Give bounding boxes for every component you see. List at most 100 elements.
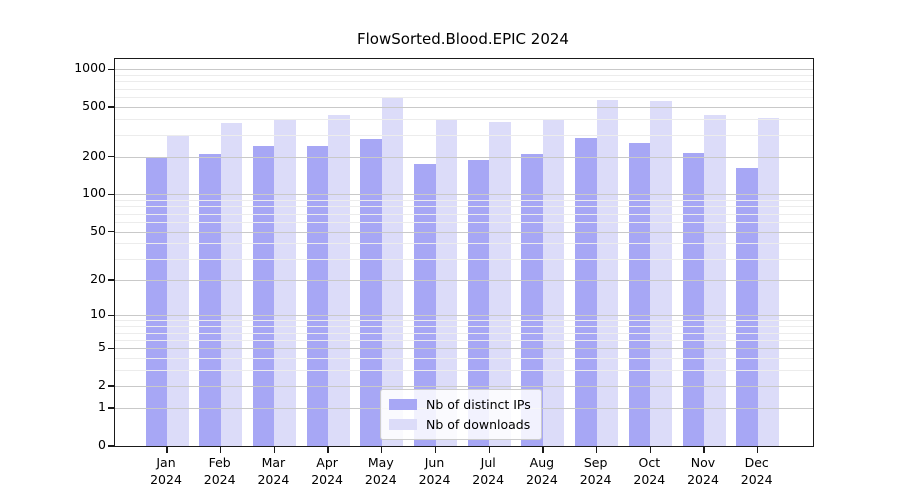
x-tick-year: 2024 [579,472,612,487]
x-tick-label-jan: Jan 2024 [134,454,198,488]
bar-downloads-dec [757,117,780,446]
x-tick-year: 2024 [257,472,290,487]
bar-downloads-jun [435,120,457,446]
gridline-minor [115,88,813,90]
x-tick-label-aug: Aug 2024 [510,454,574,488]
x-tick-month: Dec [744,455,769,470]
gridline-minor [115,81,813,83]
gridline-minor [115,119,813,121]
bar-downloads-oct [650,101,672,446]
y-tick-mark [108,156,114,158]
gridline-minor [115,199,813,201]
legend-label-distinct-ips: Nb of distinct IPs [426,397,531,412]
x-tick-mark [327,447,329,453]
gridline-major [115,279,813,281]
y-tick-mark [108,68,114,70]
y-tick-label: 5 [98,339,106,355]
bar-distinct-ips-mar [252,145,275,446]
x-tick-mark [757,447,759,453]
bar-distinct-ips-jun [414,164,436,446]
x-tick-month: Mar [261,455,286,470]
x-tick-year: 2024 [740,472,773,487]
y-tick-mark [108,314,114,316]
bar-downloads-sep [596,100,619,446]
y-tick-mark [108,279,114,281]
y-tick-label: 500 [82,97,106,113]
legend-label-downloads: Nb of downloads [426,417,531,432]
x-tick-month: Jun [424,455,445,470]
gridline-major [115,231,813,233]
bar-downloads-aug [542,118,565,446]
legend-swatch-distinct-ips-icon [389,399,417,410]
x-tick-mark [166,447,168,453]
gridline-major [115,106,813,108]
y-tick-label: 50 [90,222,106,238]
y-tick-label: 200 [82,147,106,163]
y-tick-mark [108,106,114,108]
y-tick-mark [108,445,114,447]
legend-swatch-downloads-icon [389,419,417,430]
y-tick-label: 100 [82,185,106,201]
gridline-minor [115,97,813,99]
y-tick-label: 2 [98,377,106,393]
x-tick-label-jun: Jun 2024 [403,454,467,488]
x-tick-month: Apr [316,455,338,470]
y-tick-label: 1000 [74,60,106,76]
x-tick-mark [649,447,651,453]
x-tick-year: 2024 [472,472,505,487]
x-tick-label-dec: Dec 2024 [725,454,789,488]
gridline-minor [115,370,813,372]
x-tick-year: 2024 [311,472,343,487]
y-tick-label: 10 [90,306,106,322]
bar-downloads-feb [220,123,243,446]
x-tick-label-feb: Feb 2024 [188,454,252,488]
x-tick-year: 2024 [687,472,719,487]
bar-distinct-ips-sep [575,138,597,446]
gridline-minor [115,74,813,76]
x-tick-year: 2024 [525,472,558,487]
chart-title: FlowSorted.Blood.EPIC 2024 [357,30,569,48]
gridline-major [115,348,813,350]
gridline-major [115,69,813,71]
gridline-minor [115,339,813,341]
x-tick-month: Nov [690,455,716,470]
legend: Nb of distinct IPs Nb of downloads [380,389,542,440]
gridline-minor [115,320,813,322]
y-tick-mark [108,407,114,409]
x-tick-month: May [367,455,394,470]
legend-item-downloads: Nb of downloads [389,417,531,432]
x-tick-mark [542,447,544,453]
legend-item-distinct-ips: Nb of distinct IPs [389,397,531,412]
y-tick-mark [108,347,114,349]
x-tick-month: Oct [638,455,661,470]
bar-distinct-ips-may [360,138,382,446]
plot-area: Nb of distinct IPs Nb of downloads [108,58,814,453]
x-tick-label-jul: Jul 2024 [456,454,520,488]
y-tick-mark [108,385,114,387]
x-tick-month: Jul [480,455,496,470]
gridline-minor [115,134,813,136]
x-tick-label-may: May 2024 [349,454,413,488]
x-tick-label-sep: Sep 2024 [564,454,628,488]
gridline-minor [115,213,813,215]
x-tick-mark [595,447,598,453]
gridline-minor [115,358,813,360]
y-tick-mark [108,193,114,195]
y-tick-label: 1 [98,399,106,415]
x-tick-label-oct: Oct 2024 [617,454,681,488]
gridline-major [115,386,813,388]
bar-downloads-mar [274,119,296,446]
x-tick-label-apr: Apr 2024 [295,454,359,488]
gridline-major [115,315,813,317]
x-tick-label-nov: Nov 2024 [671,454,735,488]
bar-downloads-jul [489,121,511,446]
x-tick-mark [381,447,383,453]
gridline-major [115,156,813,158]
gridline-minor [115,332,813,334]
bar-distinct-ips-dec [736,167,758,446]
bar-distinct-ips-aug [521,153,543,446]
x-tick-year: 2024 [150,472,182,487]
y-tick-label: 0 [98,437,106,452]
x-tick-year: 2024 [203,472,236,487]
